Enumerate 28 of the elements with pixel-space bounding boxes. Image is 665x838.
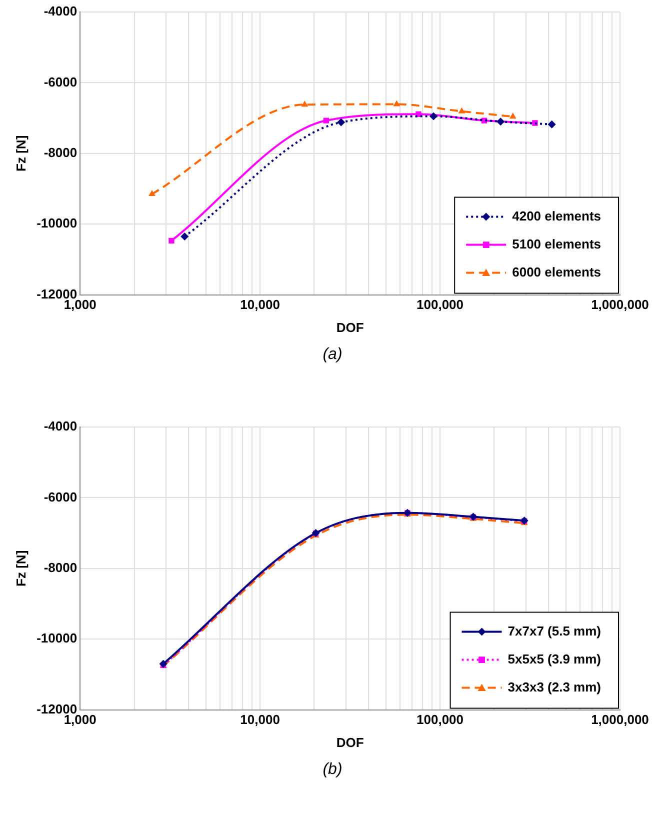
y-tick-label: -4000 [44, 4, 78, 19]
y-tick-label: -10000 [36, 216, 78, 231]
y-tick-label: -6000 [44, 74, 78, 90]
y-tick-label: -6000 [44, 489, 78, 504]
y-tick-label: -8000 [44, 144, 78, 160]
x-axis-title: DOF [336, 320, 364, 335]
x-tick-label: 10,000 [240, 297, 280, 312]
x-tick-label: 100,000 [416, 297, 464, 312]
legend-label: 4200 elements [512, 208, 602, 224]
x-axis-title: DOF [336, 734, 364, 750]
y-axis-title: Fz [N] [13, 550, 28, 586]
x-tick-label: 1,000,000 [591, 297, 649, 312]
text: (b) [322, 760, 344, 780]
x-tick-label: 1,000,000 [591, 712, 649, 728]
legend-label: 7x7x7 (5.5 mm) [508, 623, 602, 638]
legend-label: 5100 elements [512, 236, 602, 252]
legend-label: 3x3x3 (2.3 mm) [508, 679, 602, 694]
y-tick-label: -12000 [36, 701, 78, 716]
x-tick-label: 10,000 [240, 712, 280, 728]
legend-label: 5x5x5 (3.9 mm) [508, 651, 602, 666]
y-axis-title: Fz [N] [13, 135, 28, 172]
y-tick-label: -4000 [44, 418, 78, 434]
y-tick-label: -10000 [36, 630, 78, 646]
legend-label: 6000 elements [512, 264, 602, 280]
x-tick-label: 100,000 [416, 712, 464, 728]
y-tick-label: -8000 [44, 560, 78, 575]
y-tick-label: -12000 [36, 286, 78, 302]
text: (a) [322, 345, 344, 365]
